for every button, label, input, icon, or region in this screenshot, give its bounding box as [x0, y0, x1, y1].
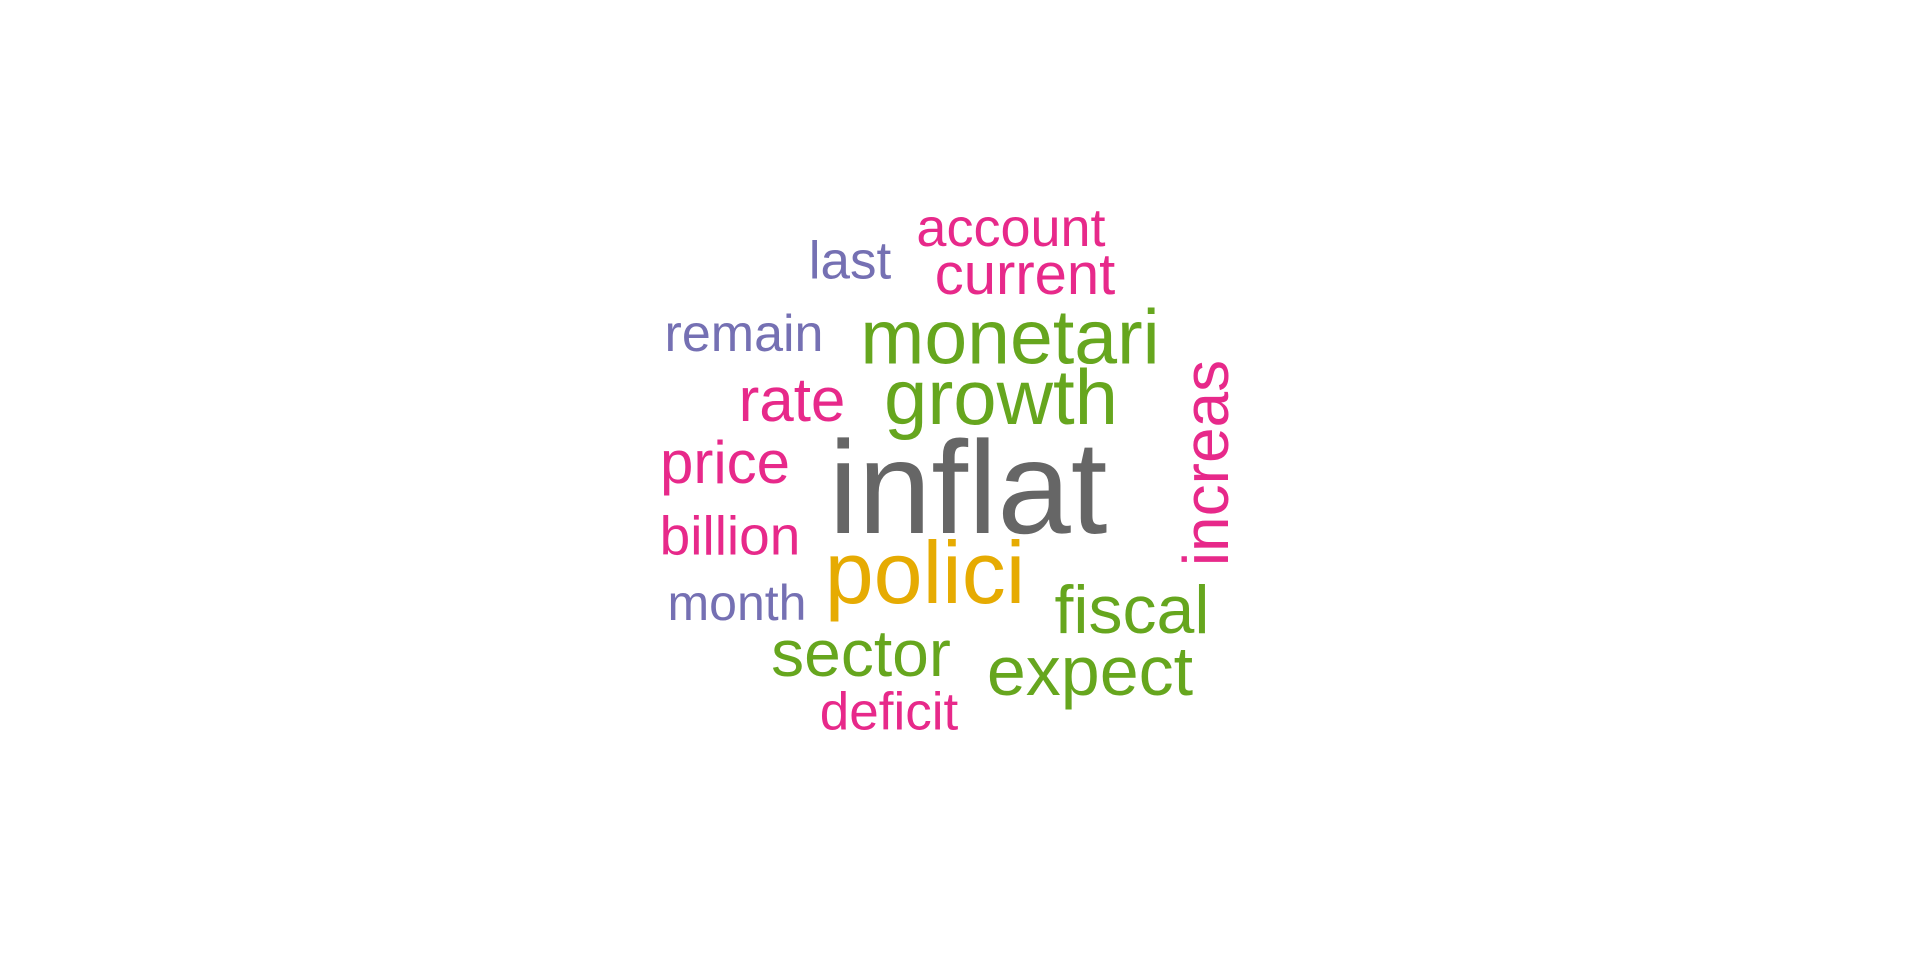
word-last: last — [808, 231, 892, 291]
word-current: current — [934, 242, 1116, 307]
word-deficit: deficit — [819, 682, 959, 742]
word-fiscal: fiscal — [1054, 572, 1210, 648]
word-month: month — [667, 575, 807, 631]
word-increas: increas — [1170, 359, 1242, 567]
word-polici: polici — [824, 523, 1026, 622]
word-inflat: inflat — [828, 414, 1108, 561]
word-sector: sector — [771, 616, 951, 690]
word-price: price — [659, 429, 791, 496]
word-growth: growth — [883, 353, 1119, 441]
word-billion: billion — [659, 504, 801, 567]
word-remain: remain — [664, 305, 824, 363]
word-expect: expect — [986, 632, 1194, 710]
word-monetari: monetari — [860, 294, 1160, 381]
word-account: account — [916, 198, 1106, 258]
word-rate: rate — [738, 366, 846, 435]
